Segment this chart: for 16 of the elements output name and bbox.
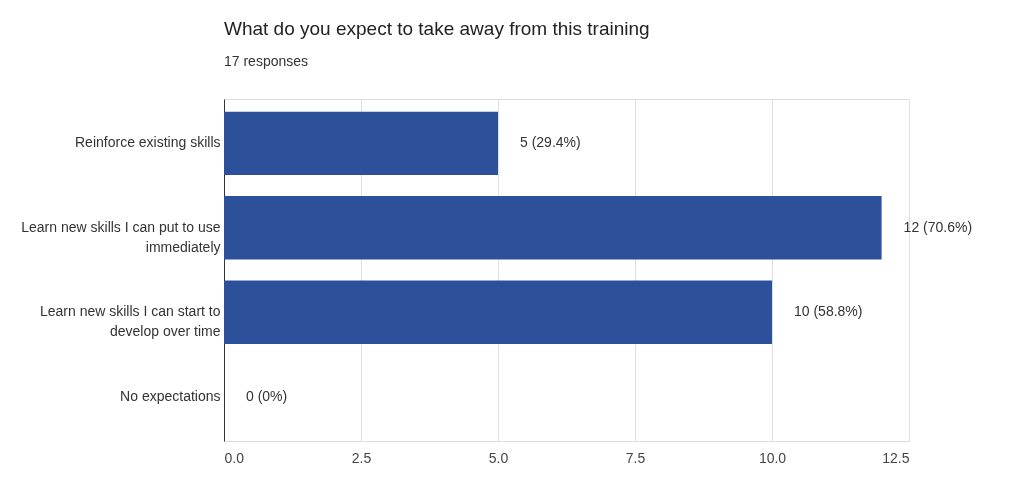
x-tick-label: 0.0 <box>224 449 245 466</box>
y-tick-label: No expectations <box>120 387 221 404</box>
y-tick-label: Reinforce existing skills <box>75 134 221 151</box>
x-tick-label: 10.0 <box>758 449 787 466</box>
data-label: 10 (58.8%) <box>794 303 863 320</box>
x-tick-label: 2.5 <box>351 449 372 466</box>
chart-title: What do you expect to take away from this training <box>224 18 650 39</box>
x-tick-label: 7.5 <box>625 449 646 466</box>
chart-subtitle: 17 responses <box>224 53 309 69</box>
data-label: 5 (29.4%) <box>520 134 581 151</box>
data-label: 0 (0%) <box>246 387 288 404</box>
data-label: 12 (70.6%) <box>903 218 973 235</box>
x-tick-label: 12.5 <box>882 449 910 466</box>
x-tick-label: 5.0 <box>488 449 509 466</box>
y-tick-label: Learn new skills I can start to develop over time <box>39 303 221 340</box>
y-tick-label: Learn new skills I can put to use immediately <box>21 218 221 255</box>
